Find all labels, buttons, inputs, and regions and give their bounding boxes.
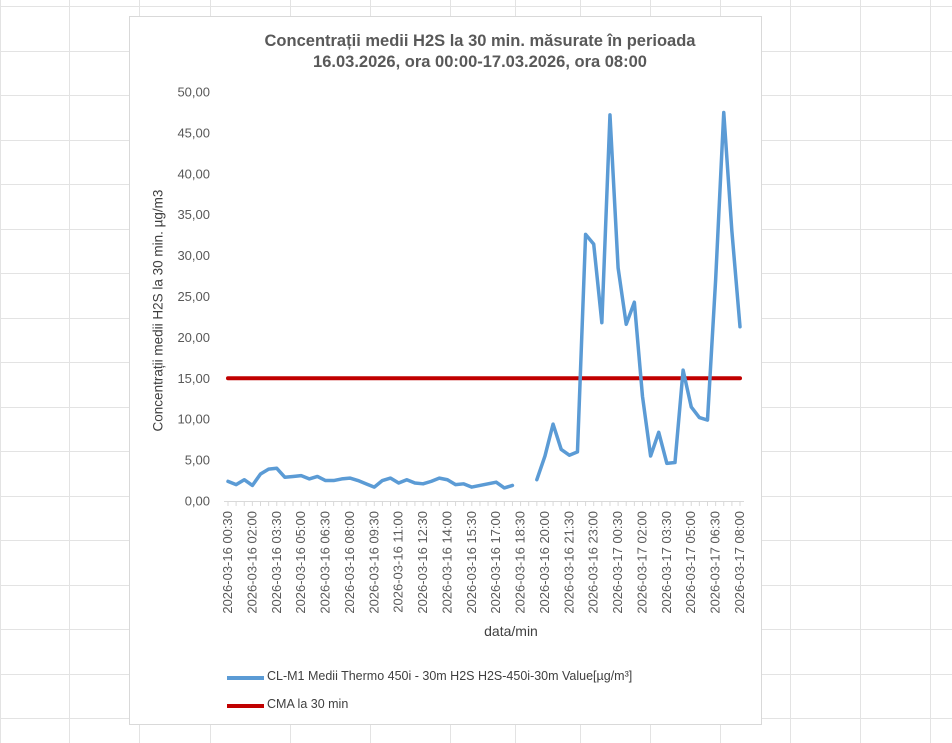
y-tick-label: 50,00 <box>177 85 210 100</box>
series-line-h2s <box>226 110 742 490</box>
x-tick-label: 2026-03-16 05:00 <box>293 511 308 614</box>
x-tick-label: 2026-03-16 14:00 <box>439 511 454 614</box>
legend-swatch-h2s <box>227 676 264 680</box>
x-tick-label: 2026-03-16 15:30 <box>464 511 479 614</box>
legend-label-h2s: CL-M1 Medii Thermo 450i - 30m H2S H2S-45… <box>267 669 633 683</box>
x-tick-label: 2026-03-16 03:30 <box>269 511 284 614</box>
chart-title: Concentrații medii H2S la 30 min. măsura… <box>264 32 696 50</box>
legend-swatch-cma <box>227 704 264 708</box>
x-tick-label: 2026-03-16 09:30 <box>366 511 381 614</box>
x-tick-label: 2026-03-17 08:00 <box>732 511 747 614</box>
x-tick-label: 2026-03-17 00:30 <box>610 511 625 614</box>
y-tick-label: 40,00 <box>177 166 210 181</box>
y-tick-label: 45,00 <box>177 125 210 140</box>
plot-area: 0,00 5,00 10,00 15,00 20,00 25,00 30,00 35,00 40… <box>177 85 747 614</box>
legend-label-cma: CMA la 30 min <box>267 697 349 711</box>
y-tick-label: 5,00 <box>185 453 210 468</box>
x-tick-label: 2026-03-16 18:30 <box>513 511 528 614</box>
y-tick-label: 35,00 <box>177 207 210 222</box>
x-tick-label: 2026-03-16 20:00 <box>537 511 552 614</box>
x-tick-label: 2026-03-16 11:00 <box>391 511 406 613</box>
x-tick-label: 2026-03-17 06:30 <box>708 511 723 614</box>
y-tick-label: 15,00 <box>177 371 210 386</box>
x-tick-label: 2026-03-17 03:30 <box>659 511 674 614</box>
x-tick-label: 2026-03-16 06:30 <box>318 511 333 614</box>
x-tick-label: 2026-03-16 23:00 <box>586 511 601 614</box>
x-axis-label: data/min <box>484 623 538 639</box>
y-tick-label: 25,00 <box>177 289 210 304</box>
x-tick-label: 2026-03-16 08:00 <box>342 511 357 614</box>
x-tick-label: 2026-03-17 02:00 <box>634 511 649 614</box>
y-tick-label: 20,00 <box>177 330 210 345</box>
x-tick-label: 2026-03-16 21:30 <box>561 511 576 614</box>
y-tick-label: 0,00 <box>185 494 210 509</box>
y-tick-label: 30,00 <box>177 248 210 263</box>
chart-area[interactable]: Concentrații medii H2S la 30 min. măsura… <box>129 16 762 725</box>
y-tick-label: 10,00 <box>177 412 210 427</box>
x-tick-label: 2026-03-17 05:00 <box>683 511 698 614</box>
chart-subtitle: 16.03.2026, ora 00:00-17.03.2026, ora 08… <box>313 53 647 71</box>
x-tick-label: 2026-03-16 00:30 <box>220 511 235 614</box>
x-tick-label: 2026-03-16 17:00 <box>488 511 503 614</box>
x-tick-label: 2026-03-16 12:30 <box>415 511 430 614</box>
x-tick-label: 2026-03-16 02:00 <box>244 511 259 614</box>
